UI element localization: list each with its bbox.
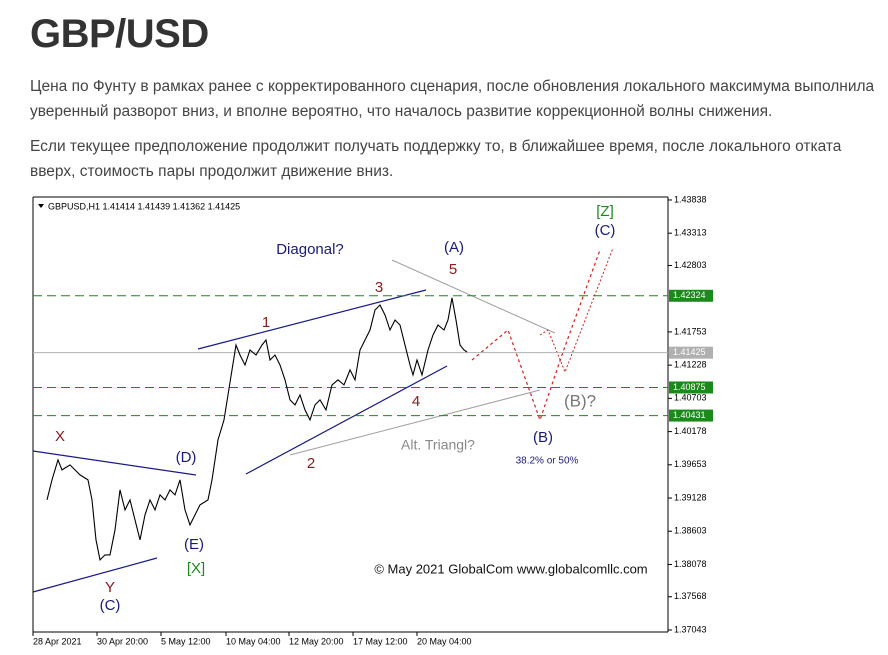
wave-label: © May 2021 GlobalCom www.globalcomllc.co… xyxy=(374,561,647,576)
x-tick-label: 30 Apr 20:00 xyxy=(97,636,148,646)
wave-label: Diagonal? xyxy=(276,241,344,258)
wave-label: 38.2% or 50% xyxy=(516,456,579,467)
chart-subtitle: GBPUSD,H1 1.41414 1.41439 1.41362 1.4142… xyxy=(48,201,240,211)
y-tick-label: 1.37043 xyxy=(674,624,707,634)
symbol-arrow xyxy=(38,204,44,208)
wave-label: (A) xyxy=(444,239,464,256)
y-tick-label: 1.39653 xyxy=(674,459,707,469)
wave-label: 4 xyxy=(412,393,420,410)
paragraph: Цена по Фунту в рамках ранее с корректир… xyxy=(30,78,875,120)
wave-label: (B) xyxy=(533,429,553,446)
x-tick-label: 20 May 04:00 xyxy=(417,636,472,646)
wave-label: Y xyxy=(105,579,115,596)
trend-line xyxy=(289,389,541,456)
wave-label: 1 xyxy=(262,314,270,331)
trend-line xyxy=(32,450,197,476)
trend-line xyxy=(197,289,427,350)
y-tick-label: 1.42803 xyxy=(674,260,707,270)
x-tick-label: 12 May 20:00 xyxy=(289,636,344,646)
y-tick-label: 1.43838 xyxy=(674,194,707,204)
price-level-label: 1.41425 xyxy=(673,347,706,357)
price-level-box xyxy=(669,381,713,394)
x-tick-label: 17 May 12:00 xyxy=(353,636,408,646)
y-tick-label: 1.39128 xyxy=(674,492,707,502)
wave-label: (B)? xyxy=(564,391,596,410)
price-level-label: 1.40431 xyxy=(673,410,706,420)
y-tick-label: 1.38078 xyxy=(674,559,707,569)
paragraph: Если текущее предположение продолжит пол… xyxy=(30,138,842,180)
wave-label: 5 xyxy=(449,261,457,278)
price-line xyxy=(46,297,468,562)
wave-label: (E) xyxy=(184,536,204,553)
trend-line xyxy=(391,259,556,334)
y-tick-label: 1.37568 xyxy=(674,591,707,601)
trend-line xyxy=(245,365,448,475)
y-tick-label: 1.40178 xyxy=(674,426,707,436)
wave-label: [Z] xyxy=(596,203,614,220)
forecast-path xyxy=(539,247,614,374)
wave-label: 2 xyxy=(307,455,315,472)
wave-label: X xyxy=(55,428,65,445)
y-tick-label: 1.38603 xyxy=(674,526,707,536)
price-level-label: 1.42324 xyxy=(673,290,706,300)
price-level-box xyxy=(669,289,713,302)
y-tick-label: 1.41753 xyxy=(674,326,707,336)
wave-label: [X] xyxy=(187,560,205,577)
x-tick-label: 28 Apr 2021 xyxy=(33,636,82,646)
y-tick-label: 1.40703 xyxy=(674,393,707,403)
trend-line xyxy=(32,557,158,593)
price-level-box xyxy=(669,346,713,359)
x-tick-label: 10 May 04:00 xyxy=(226,636,281,646)
wave-label: 3 xyxy=(375,279,383,296)
price-level-box xyxy=(669,409,713,422)
x-tick-label: 5 May 12:00 xyxy=(161,636,211,646)
chart-background xyxy=(30,194,882,652)
wave-label: Alt. Triangl? xyxy=(401,437,475,453)
y-tick-label: 1.41228 xyxy=(674,360,707,370)
wave-label: (C) xyxy=(595,222,616,239)
page-title: GBP/USD xyxy=(30,12,209,56)
wave-label: (C) xyxy=(100,597,121,614)
wave-label: (D) xyxy=(176,449,197,466)
price-level-label: 1.40875 xyxy=(673,382,706,392)
y-tick-label: 1.43313 xyxy=(674,228,707,238)
forecast-path xyxy=(471,249,601,422)
